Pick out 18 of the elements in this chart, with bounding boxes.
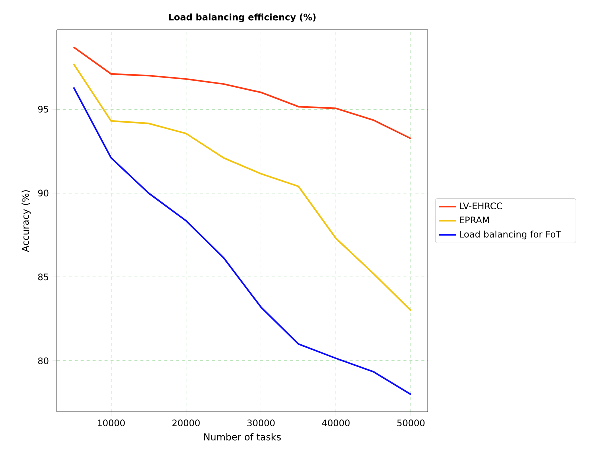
- legend-label: Load balancing for FoT: [460, 230, 562, 240]
- line-series: [73, 86, 412, 396]
- x-tick-label: 40000: [322, 420, 350, 427]
- x-tick-label: 50000: [398, 420, 425, 427]
- legend-label: LV-EHRCC: [460, 202, 502, 210]
- legend-label: EPRAM: [460, 216, 490, 224]
- chart-title: Load balancing efficiency (%): [169, 14, 316, 22]
- x-tick-label: 30000: [248, 420, 275, 427]
- x-tick-label: 10000: [98, 420, 125, 427]
- y-axis-title: Accuracy (%): [22, 190, 31, 252]
- y-tick-label: 95: [38, 106, 48, 113]
- x-tick-label: 20000: [172, 420, 200, 427]
- y-tick-label: 90: [38, 190, 49, 197]
- line-series: [73, 46, 412, 140]
- y-tick-label: 80: [38, 358, 49, 364]
- line-series: [73, 63, 412, 312]
- y-tick-label: 85: [38, 274, 48, 281]
- x-axis-title: Number of tasks: [204, 433, 282, 441]
